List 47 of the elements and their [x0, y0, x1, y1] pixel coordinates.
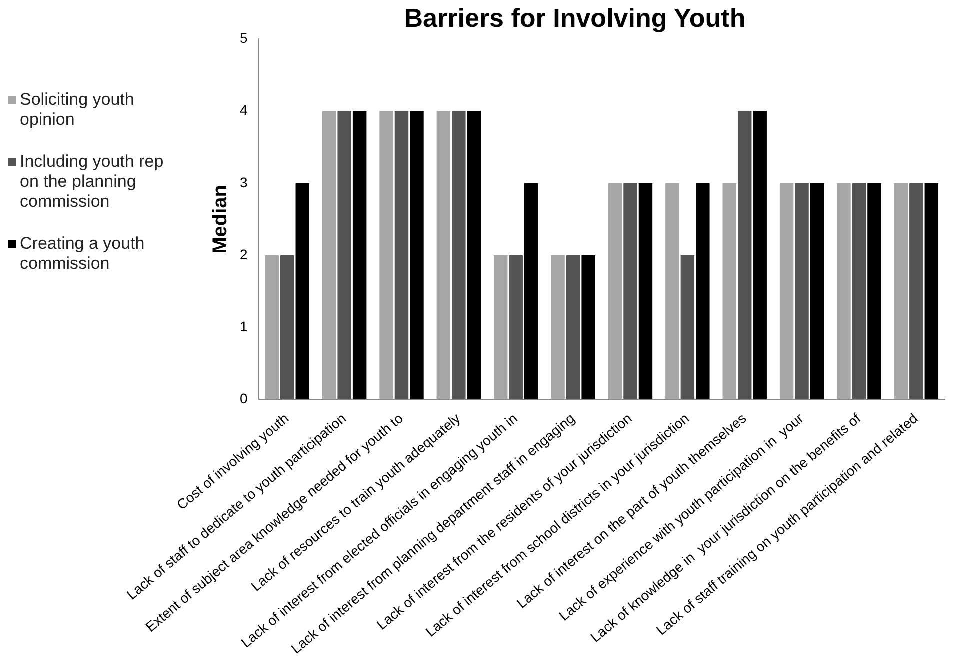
- bar: [624, 183, 638, 400]
- bar: [868, 183, 882, 400]
- bar: [910, 183, 924, 400]
- bar: [795, 183, 809, 400]
- bar: [380, 111, 394, 400]
- legend-label: Including youth rep on the planning commission: [20, 152, 165, 212]
- bar: [738, 111, 752, 400]
- bar: [280, 255, 294, 400]
- legend-label: Creating a youth commission: [20, 234, 146, 274]
- chart-title: Barriers for Involving Youth: [404, 2, 746, 33]
- bar: [837, 183, 851, 400]
- bar: [582, 255, 596, 400]
- bar: [638, 183, 653, 400]
- bar: [852, 183, 866, 400]
- bar: [467, 111, 482, 400]
- bar: [666, 183, 680, 400]
- bar: [894, 183, 908, 400]
- bar: [394, 111, 409, 400]
- y-tick-label: 4: [240, 102, 248, 118]
- bar: [680, 255, 695, 400]
- bar: [436, 111, 451, 400]
- bar: [696, 183, 710, 400]
- bar: [608, 183, 622, 400]
- bar: [296, 183, 310, 400]
- y-tick-label: 0: [240, 390, 248, 407]
- bar: [924, 183, 939, 400]
- bar: [780, 183, 794, 400]
- bar: [524, 183, 538, 400]
- y-tick-label: 3: [240, 174, 248, 190]
- bar: [452, 111, 466, 400]
- bar: [338, 111, 352, 400]
- bar: [566, 255, 580, 400]
- bar: [551, 255, 565, 400]
- y-tick-label: 5: [240, 30, 248, 46]
- y-tick-label: 1: [240, 318, 248, 334]
- bar: [322, 111, 336, 400]
- bar: [810, 183, 824, 400]
- bar: [494, 255, 508, 400]
- bar: [352, 111, 367, 400]
- bar: [753, 111, 767, 400]
- legend-label: Soliciting youth opinion: [20, 90, 136, 130]
- y-tick-label: 2: [240, 246, 248, 262]
- bar: [509, 255, 523, 400]
- y-axis-title: Median: [210, 184, 232, 254]
- bar: [265, 255, 279, 400]
- bar: [722, 183, 736, 400]
- bar: [410, 111, 424, 400]
